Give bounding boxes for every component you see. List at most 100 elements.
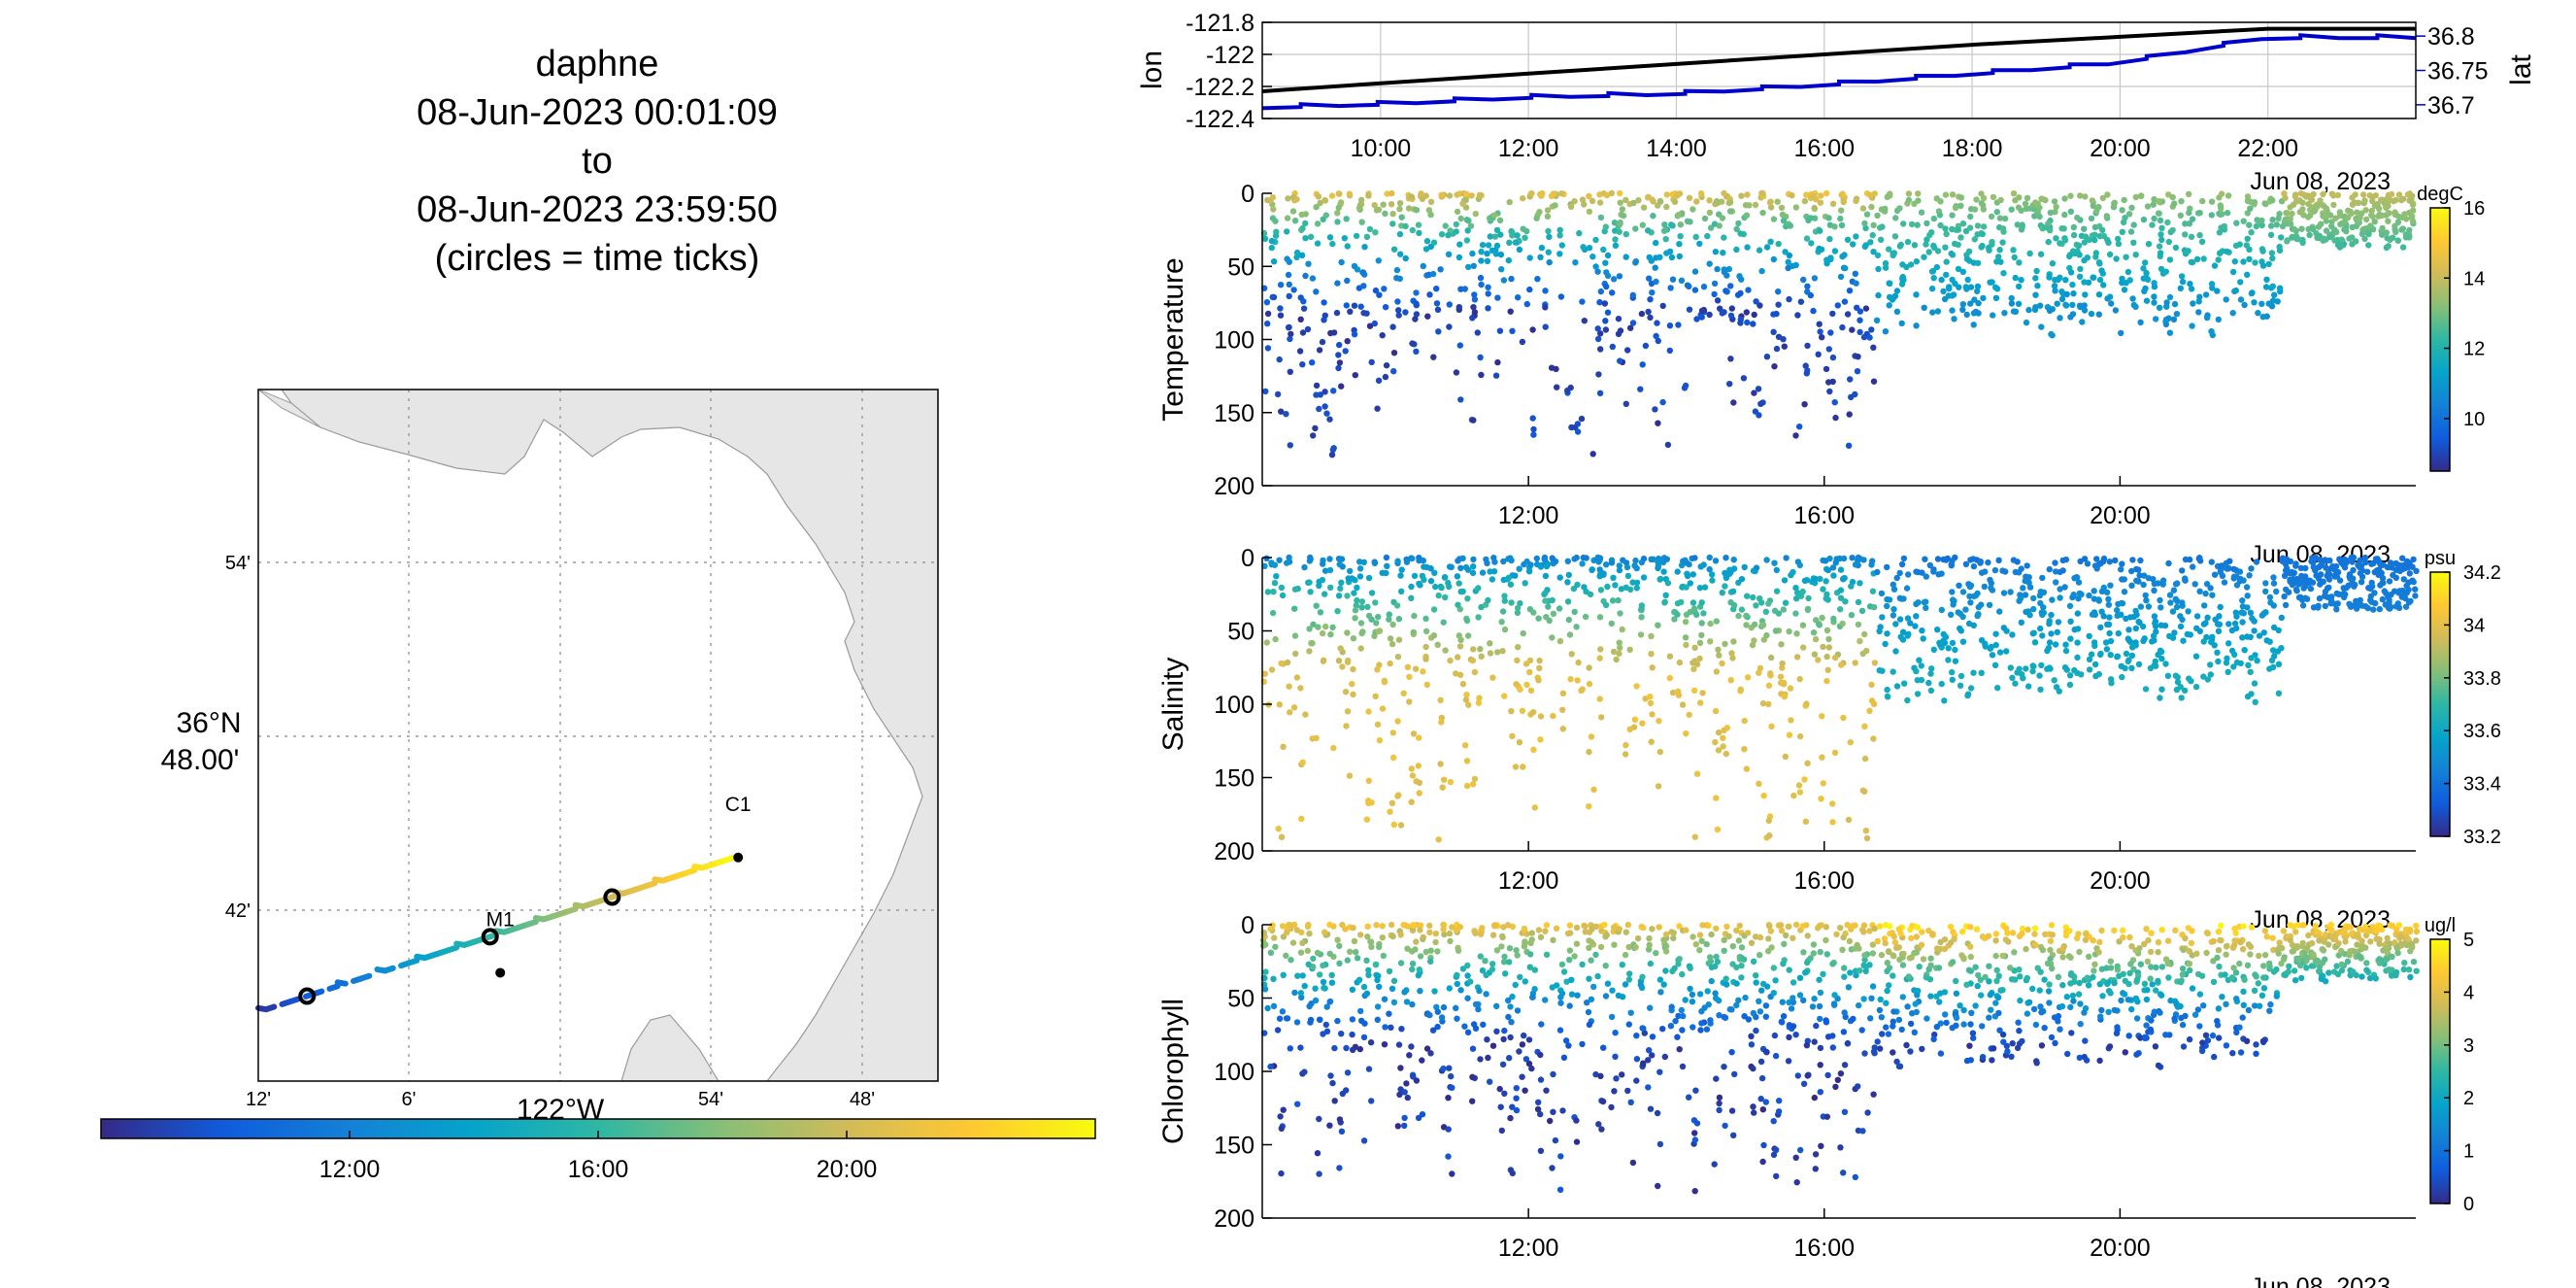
chlorophyll-point bbox=[2103, 965, 2110, 971]
salinity-point bbox=[1459, 555, 1466, 561]
temperature-point bbox=[2392, 196, 2399, 204]
chlorophyll-point bbox=[1344, 957, 1352, 964]
temperature-point bbox=[2195, 309, 2202, 316]
salinity-point bbox=[1431, 569, 1438, 576]
salinity-point bbox=[2040, 604, 2047, 611]
salinity-point bbox=[2217, 603, 2224, 611]
salinity-point bbox=[1698, 599, 1705, 606]
temperature-point bbox=[1700, 284, 1708, 290]
temperature-point bbox=[1438, 191, 1445, 198]
chlorophyll-point bbox=[1413, 1077, 1421, 1084]
temperature-point bbox=[1506, 198, 1513, 206]
salinity-point bbox=[1469, 781, 1477, 788]
salinity-point bbox=[2359, 567, 2366, 574]
salinity-point bbox=[2155, 580, 2161, 587]
salinity-point bbox=[1437, 696, 1444, 703]
temperature-point bbox=[1659, 302, 1666, 310]
salinity-point bbox=[1351, 590, 1357, 596]
chlorophyll-point bbox=[1937, 1050, 1945, 1057]
chlorophyll-point bbox=[1725, 932, 1732, 940]
salinity-point bbox=[1360, 559, 1368, 565]
salinity-point bbox=[2343, 584, 2350, 592]
chlorophyll-point bbox=[2194, 1006, 2202, 1013]
salinity-point bbox=[1411, 572, 1419, 580]
temperature-point bbox=[1328, 192, 1336, 199]
salinity-point bbox=[2359, 602, 2365, 609]
chlorophyll-point bbox=[1847, 969, 1854, 976]
chlorophyll-point bbox=[1903, 1041, 1910, 1049]
chlorophyll-point bbox=[1513, 947, 1520, 954]
salinity-point bbox=[1337, 585, 1344, 592]
chlorophyll-point bbox=[1716, 1094, 1723, 1102]
temperature-point bbox=[1335, 364, 1342, 372]
salinity-point bbox=[1292, 650, 1299, 658]
chlorophyll-point bbox=[1404, 923, 1412, 930]
salinity-point bbox=[2074, 654, 2081, 661]
salinity-point bbox=[1268, 666, 1276, 673]
salinity-point bbox=[1977, 558, 1985, 565]
temperature-point bbox=[1375, 257, 1383, 264]
chlorophyll-point bbox=[1543, 922, 1551, 929]
chlorophyll-point bbox=[1374, 976, 1381, 984]
salinity-point bbox=[1291, 586, 1299, 593]
temperature-point bbox=[2036, 213, 2043, 220]
temperature-point bbox=[2049, 260, 2057, 267]
salinity-point bbox=[1920, 635, 1926, 642]
temperature-point bbox=[2036, 204, 2043, 211]
salinity-point bbox=[1792, 595, 1800, 602]
salinity-point bbox=[1514, 657, 1521, 664]
salinity-point bbox=[1435, 592, 1442, 599]
salinity-point bbox=[1898, 560, 1906, 568]
chlorophyll-point bbox=[2143, 1022, 2150, 1029]
title-to: to bbox=[582, 141, 613, 182]
temperature-point bbox=[2053, 235, 2059, 242]
temperature-point bbox=[1544, 213, 1552, 220]
chlorophyll-point bbox=[1840, 1169, 1847, 1176]
chlorophyll-point bbox=[1390, 977, 1398, 984]
temperature-point bbox=[2267, 222, 2275, 229]
chlorophyll-point bbox=[1415, 1114, 1422, 1122]
chlorophyll-point bbox=[1320, 978, 1327, 986]
chlorophyll-point bbox=[2177, 1002, 2184, 1010]
temperature-point bbox=[1763, 354, 1771, 360]
chlorophyll-point bbox=[1841, 1062, 1849, 1068]
chlorophyll-point bbox=[1573, 940, 1581, 947]
temperature-point bbox=[2258, 300, 2265, 307]
temperature-point bbox=[1293, 196, 1300, 203]
chlorophyll-point bbox=[1689, 991, 1696, 999]
chlorophyll-point bbox=[1634, 934, 1642, 942]
temperature-point bbox=[1756, 247, 1763, 254]
salinity-point bbox=[1291, 632, 1299, 639]
temperature-point bbox=[1277, 282, 1285, 288]
temperature-point bbox=[1890, 250, 1896, 257]
temperature-point bbox=[2216, 229, 2224, 236]
salinity-point bbox=[1683, 611, 1690, 618]
chlorophyll-point bbox=[1267, 949, 1275, 956]
temperature-point bbox=[2237, 296, 2245, 303]
chlorophyll-point bbox=[1566, 1002, 1573, 1009]
temperature-point bbox=[2091, 231, 2098, 238]
salinity-point bbox=[1756, 595, 1763, 602]
salinity-point bbox=[1587, 591, 1594, 598]
salinity-point bbox=[1869, 588, 1877, 594]
salinity-point bbox=[1610, 574, 1617, 581]
salinity-point bbox=[2078, 591, 2085, 598]
temperature-point bbox=[1313, 288, 1320, 295]
chlorophyll-point bbox=[1349, 1016, 1356, 1023]
salinity-point bbox=[1631, 716, 1639, 723]
temperature-point bbox=[2244, 193, 2252, 200]
time-tick-circle bbox=[481, 928, 499, 946]
chlorophyll-point bbox=[1800, 997, 1807, 1004]
chlorophyll-point bbox=[1817, 1015, 1823, 1023]
temperature-point bbox=[1343, 216, 1350, 222]
chlorophyll-point bbox=[2121, 991, 2128, 998]
salinity-point bbox=[2368, 560, 2375, 567]
salinity-point bbox=[1780, 606, 1788, 613]
temperature-point bbox=[2251, 199, 2258, 206]
temperature-point bbox=[2289, 210, 2295, 218]
temperature-point bbox=[1316, 405, 1322, 413]
temperature-point bbox=[2298, 225, 2305, 232]
temperature-point bbox=[2193, 255, 2201, 262]
temperature-point bbox=[1586, 208, 1593, 216]
temperature-point bbox=[2269, 254, 2276, 262]
